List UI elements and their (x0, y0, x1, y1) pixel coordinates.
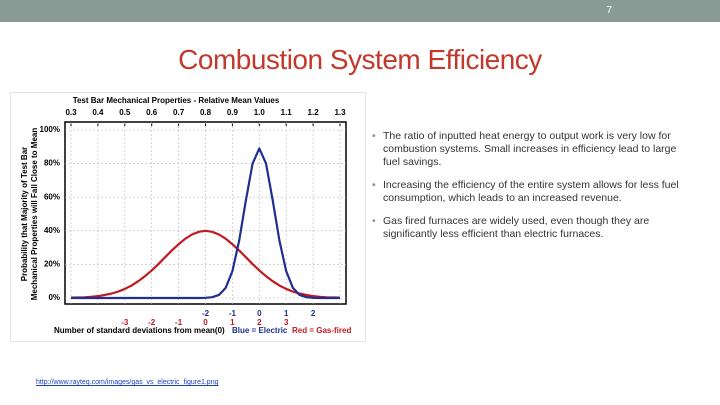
x-tick-label: 1.3 (334, 108, 346, 117)
legend-label: Red = Gas-fired (292, 326, 351, 335)
x-tick-label: 0.7 (173, 108, 185, 117)
sigma-tick-label: 0 (203, 318, 208, 327)
y-tick-label: 0% (48, 293, 60, 302)
x-tick-label: 0.9 (227, 108, 239, 117)
y-tick-label: 60% (44, 192, 60, 201)
sigma-tick-label: -2 (202, 309, 210, 318)
sigma-tick-label: -1 (229, 309, 237, 318)
y-axis-label: Probability that Majority of Test Bar (20, 147, 29, 282)
source-link[interactable]: http://www.rayteq.com/images/gas_vs_elec… (36, 379, 219, 386)
slide-title: Combustion System Efficiency (178, 44, 542, 75)
bullet: Gas fired furnaces are widely used, even… (372, 215, 692, 241)
sigma-tick-label: -2 (148, 318, 156, 327)
x-tick-label: 0.3 (65, 108, 77, 117)
x-tick-label: 1.0 (254, 108, 266, 117)
y-tick-label: 20% (44, 260, 60, 269)
slide-number: 7 (606, 5, 612, 16)
x-tick-label: 1.1 (281, 108, 293, 117)
x-axis-label: Number of standard deviations from mean(… (54, 326, 225, 335)
chart-border (10, 92, 366, 342)
series-line (71, 147, 340, 300)
x-tick-label: 0.4 (92, 108, 104, 117)
x-tick-label: 0.6 (146, 108, 158, 117)
sigma-tick-label: 0 (257, 309, 262, 318)
sigma-tick-label: 2 (257, 318, 262, 327)
y-tick-label: 80% (44, 159, 60, 168)
top-bar (0, 0, 720, 22)
sigma-tick-label: -1 (175, 318, 183, 327)
sigma-tick-label: 1 (284, 309, 289, 318)
x-tick-label: 0.5 (119, 108, 131, 117)
y-tick-label: 40% (44, 226, 60, 235)
bullet-list: The ratio of inputted heat energy to out… (372, 130, 692, 251)
sigma-tick-label: 1 (230, 318, 235, 327)
bullet: The ratio of inputted heat energy to out… (372, 130, 692, 169)
sigma-tick-label: 3 (284, 318, 289, 327)
y-axis-label: Mechanical Properties will Fall Close to… (30, 128, 39, 301)
chart-title: Test Bar Mechanical Properties - Relativ… (73, 96, 280, 105)
sigma-tick-label: 2 (311, 309, 316, 318)
x-tick-label: 1.2 (308, 108, 320, 117)
bullet: Increasing the efficiency of the entire … (372, 179, 692, 205)
y-tick-label: 100% (40, 125, 60, 134)
sigma-tick-label: -3 (121, 318, 129, 327)
x-tick-label: 0.8 (200, 108, 212, 117)
chart: Test Bar Mechanical Properties - Relativ… (10, 92, 366, 342)
legend-label: Blue = Electric (232, 326, 288, 335)
series-line (70, 229, 341, 299)
